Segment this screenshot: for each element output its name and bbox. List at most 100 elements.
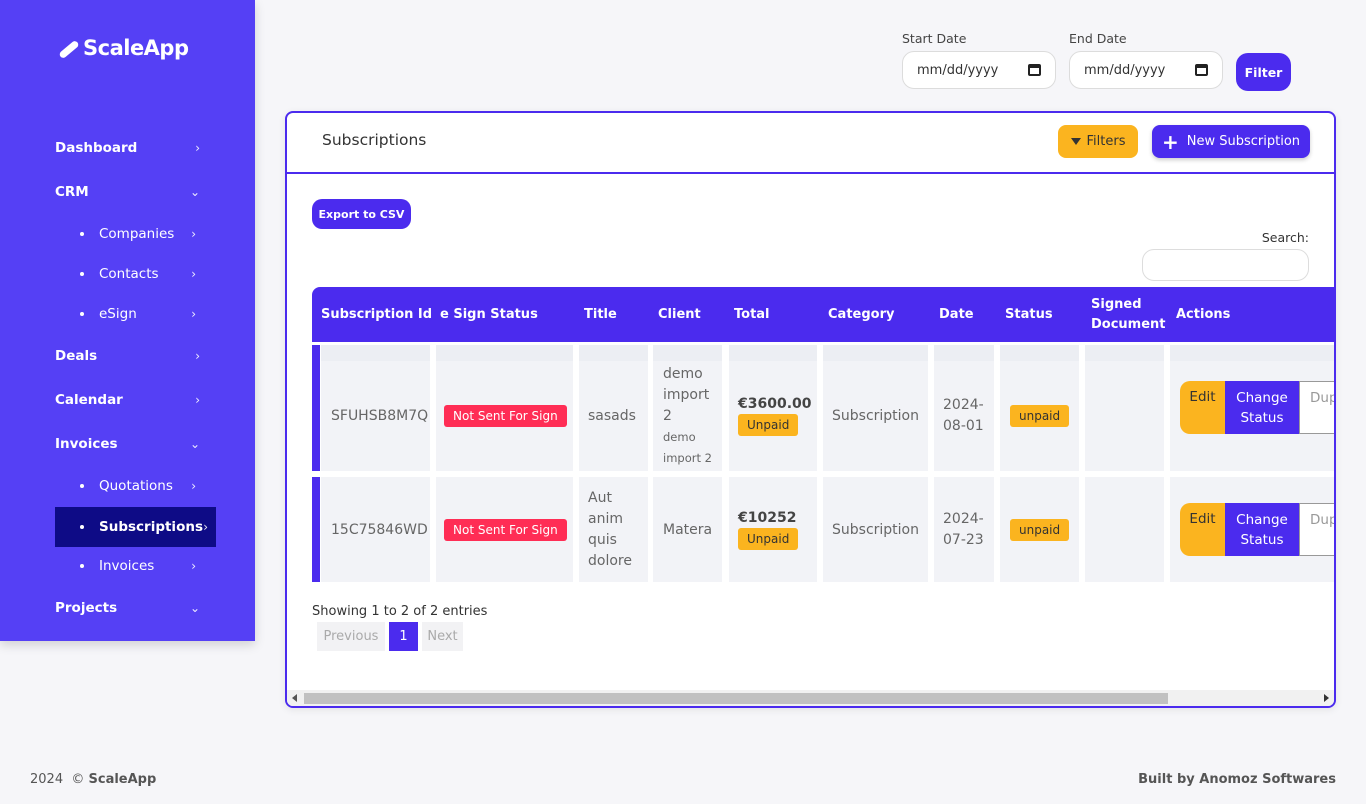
calendar-icon[interactable] xyxy=(1028,64,1041,76)
next-page-button[interactable]: Next xyxy=(422,622,463,651)
footer-credit: Built by Anomoz Softwares xyxy=(1138,772,1336,787)
subscription-id-cell: SFUHSB8M7Q xyxy=(321,345,430,471)
sidebar-item-crm[interactable]: CRM ⌄ xyxy=(55,184,200,200)
esign-status-cell: Not Sent For Sign xyxy=(436,477,573,582)
end-date-value: mm/dd/yyyy xyxy=(1084,62,1166,78)
client-cell: Matera xyxy=(653,477,722,582)
status-badge: unpaid xyxy=(1010,518,1070,541)
search-input[interactable] xyxy=(1142,249,1309,281)
funnel-icon xyxy=(1070,138,1081,145)
subscriptions-card: Subscriptions Filters + New Subscription… xyxy=(285,111,1336,708)
sidebar-item-deals[interactable]: Deals › xyxy=(55,348,200,364)
scroll-right-icon[interactable] xyxy=(1324,694,1329,702)
calendar-icon[interactable] xyxy=(1195,64,1208,76)
page-1-button[interactable]: 1 xyxy=(389,622,418,651)
card-header: Subscriptions Filters + New Subscription xyxy=(287,113,1334,174)
column-header[interactable]: Date xyxy=(939,306,974,322)
change-status-button[interactable]: Change Status xyxy=(1225,503,1299,556)
column-header[interactable]: Category xyxy=(828,306,895,322)
column-header[interactable]: Title xyxy=(584,306,617,322)
chevron-right-icon: › xyxy=(191,307,196,321)
sidebar-item-calendar[interactable]: Calendar › xyxy=(55,392,200,408)
plus-icon: + xyxy=(1161,129,1179,154)
start-date-input[interactable]: mm/dd/yyyy xyxy=(902,51,1056,89)
column-header[interactable]: Subscription Id xyxy=(321,306,433,322)
signed-document-cell xyxy=(1085,477,1164,582)
chevron-right-icon: › xyxy=(195,393,200,407)
actions-cell: Edit Change Status Dup xyxy=(1170,345,1334,471)
end-date-input[interactable]: mm/dd/yyyy xyxy=(1069,51,1223,89)
new-subscription-button[interactable]: + New Subscription xyxy=(1152,125,1310,158)
table-row[interactable]: SFUHSB8M7Q Not Sent For Sign sasads demo… xyxy=(312,345,1334,471)
bullet-icon xyxy=(80,525,84,529)
sidebar-item-projects[interactable]: Projects ⌄ xyxy=(55,600,200,616)
previous-page-button[interactable]: Previous xyxy=(317,622,385,651)
sidebar-item-contacts[interactable]: Contacts › xyxy=(55,254,216,294)
edit-button[interactable]: Edit xyxy=(1180,381,1225,434)
scrollbar-thumb[interactable] xyxy=(304,693,1168,704)
bullet-icon xyxy=(80,484,84,488)
edit-button[interactable]: Edit xyxy=(1180,503,1225,556)
chevron-down-icon: ⌄ xyxy=(189,437,200,451)
bullet-icon xyxy=(80,272,84,276)
actions-cell: Edit Change Status Dup xyxy=(1170,477,1334,582)
subscription-id-cell: 15C75846WD xyxy=(321,477,430,582)
bullet-icon xyxy=(80,232,84,236)
status-cell: unpaid xyxy=(1000,345,1079,471)
filter-button[interactable]: Filter xyxy=(1236,53,1291,91)
date-cell: 2024-08-01 xyxy=(934,345,994,471)
client-cell: demo import 2 demo import 2 xyxy=(653,345,722,471)
scroll-left-icon[interactable] xyxy=(292,694,297,702)
duplicate-button[interactable]: Dup xyxy=(1299,503,1334,556)
footer-copyright: 2024 © ScaleApp xyxy=(30,772,157,787)
title-cell: Aut anim quis dolore xyxy=(579,477,648,582)
bullet-icon xyxy=(80,312,84,316)
column-header[interactable]: Actions xyxy=(1176,306,1231,322)
chevron-right-icon: › xyxy=(191,559,196,573)
status-badge: Unpaid xyxy=(738,414,799,436)
sidebar-item-companies[interactable]: Companies › xyxy=(55,214,216,254)
column-header[interactable]: Status xyxy=(1005,306,1053,322)
column-header[interactable]: Signed Document xyxy=(1091,296,1166,332)
chevron-right-icon: › xyxy=(195,141,200,155)
category-cell: Subscription xyxy=(823,345,928,471)
sidebar-item-invoices[interactable]: Invoices ⌄ xyxy=(55,436,200,452)
chevron-down-icon: ⌄ xyxy=(189,185,200,199)
horizontal-scrollbar[interactable] xyxy=(287,690,1334,706)
status-cell: unpaid xyxy=(1000,477,1079,582)
change-status-button[interactable]: Change Status xyxy=(1225,381,1299,434)
logo[interactable]: ScaleApp xyxy=(56,36,189,60)
column-header[interactable]: e Sign Status xyxy=(440,306,538,322)
footer-brand[interactable]: ScaleApp xyxy=(88,772,157,787)
signed-document-cell xyxy=(1085,345,1164,471)
status-badge: Unpaid xyxy=(738,527,799,550)
column-header[interactable]: Client xyxy=(658,306,701,322)
title-cell: sasads xyxy=(579,345,648,471)
sidebar-item-subscriptions[interactable]: Subscriptions › xyxy=(55,507,216,547)
chevron-right-icon: › xyxy=(191,267,196,281)
sidebar-item-quotations[interactable]: Quotations › xyxy=(55,466,216,506)
date-cell: 2024-07-23 xyxy=(934,477,994,582)
page-title: Subscriptions xyxy=(322,131,427,149)
duplicate-button[interactable]: Dup xyxy=(1299,381,1334,434)
sidebar-item-esign[interactable]: eSign › xyxy=(55,294,216,334)
chevron-right-icon: › xyxy=(191,227,196,241)
column-header[interactable]: Total xyxy=(734,306,770,322)
status-badge: Not Sent For Sign xyxy=(444,518,567,541)
actions-group: Edit Change Status Dup xyxy=(1180,381,1334,434)
start-date-group: Start Date mm/dd/yyyy xyxy=(902,31,1056,89)
export-csv-button[interactable]: Export to CSV xyxy=(312,199,411,229)
sidebar-item-dashboard[interactable]: Dashboard › xyxy=(55,140,200,156)
total-cell: €3600.00 Unpaid xyxy=(729,345,817,471)
sidebar: ScaleApp Dashboard › CRM ⌄ Companies › C… xyxy=(0,0,255,641)
chevron-right-icon: › xyxy=(195,349,200,363)
chevron-right-icon: › xyxy=(191,479,196,493)
logo-icon xyxy=(56,39,80,57)
start-date-label: Start Date xyxy=(902,31,967,46)
chevron-down-icon: ⌄ xyxy=(189,601,200,615)
sidebar-item-invoices-list[interactable]: Invoices › xyxy=(55,546,216,586)
category-cell: Subscription xyxy=(823,477,928,582)
filters-button[interactable]: Filters xyxy=(1058,125,1138,158)
status-badge: Not Sent For Sign xyxy=(444,405,567,427)
table-row[interactable]: 15C75846WD Not Sent For Sign Aut anim qu… xyxy=(312,477,1334,582)
